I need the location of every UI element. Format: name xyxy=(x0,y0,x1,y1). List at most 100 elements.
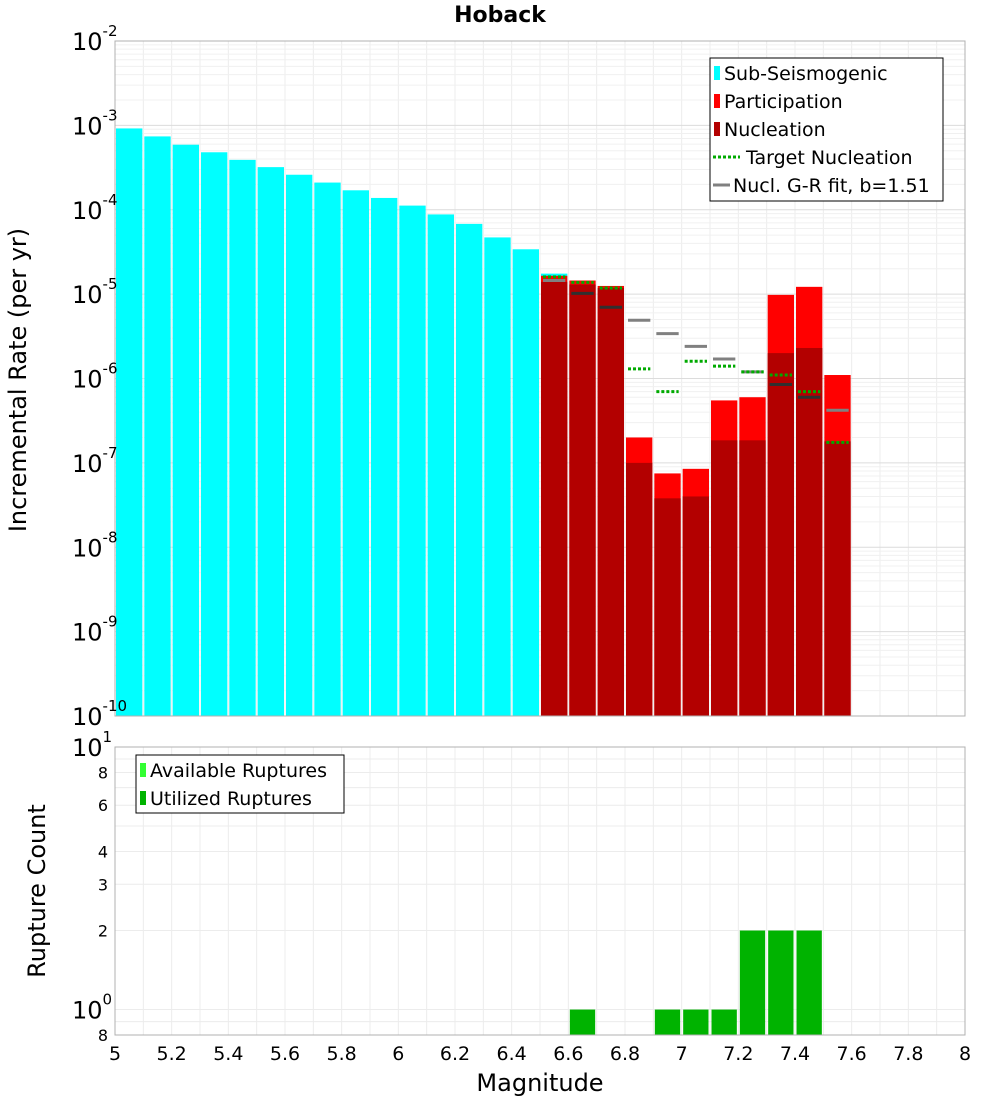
sub-seismogenic-bar xyxy=(286,174,313,716)
nucleation-bar xyxy=(767,353,794,716)
sub-seismogenic-bar xyxy=(172,144,199,717)
utilized-ruptures-bar xyxy=(739,930,766,1035)
bottom-y-axis-label: Rupture Count xyxy=(23,804,51,978)
sub-seismogenic-bar xyxy=(116,128,143,716)
utilized-ruptures-bar xyxy=(683,1009,709,1035)
x-tick-label: 6.6 xyxy=(553,1043,583,1065)
bottom-y-tick-label: 6 xyxy=(98,796,108,815)
top-y-tick-label: 10-6 xyxy=(72,360,118,394)
bottom-y-tick-label: 8 xyxy=(98,1026,108,1045)
legend-swatch-sub-seismogenic xyxy=(714,66,720,80)
utilized-ruptures-bar xyxy=(768,930,794,1035)
x-tick-label: 5.8 xyxy=(327,1043,357,1065)
x-tick-label: 7.8 xyxy=(893,1043,923,1065)
x-tick-label: 6.2 xyxy=(440,1043,470,1065)
top-y-tick-exponent: -8 xyxy=(103,528,118,546)
bottom-y-tick-label: 100 xyxy=(72,991,112,1025)
sub-seismogenic-bar xyxy=(484,237,511,716)
top-y-tick-label: 10-4 xyxy=(72,191,118,225)
chart-title: Hoback xyxy=(454,3,547,28)
top-panel-frame xyxy=(114,40,966,717)
x-tick-label: 6.8 xyxy=(610,1043,640,1065)
bottom-panel-bars xyxy=(569,930,822,1035)
top-legend: Sub-Seismogenic Participation Nucleation… xyxy=(709,57,944,202)
x-tick-label: 6.4 xyxy=(497,1043,527,1065)
legend-label-nucleation: Nucleation xyxy=(724,119,826,141)
sub-seismogenic-bar xyxy=(201,152,228,716)
top-legend-box xyxy=(709,57,944,202)
top-y-tick-exponent: -3 xyxy=(103,106,118,124)
top-y-tick-label: 10-8 xyxy=(72,528,118,562)
bottom-legend-box xyxy=(135,754,345,814)
top-y-tick-exponent: -9 xyxy=(103,613,118,631)
x-tick-label: 7.6 xyxy=(837,1043,867,1065)
legend-swatch-available-ruptures xyxy=(140,763,146,777)
legend-label-utilized-ruptures: Utilized Ruptures xyxy=(150,788,312,810)
sub-seismogenic-bar xyxy=(512,249,539,716)
nucleation-bar xyxy=(796,347,823,716)
bottom-legend: Available Ruptures Utilized Ruptures xyxy=(135,754,345,814)
utilized-ruptures-bar xyxy=(796,930,822,1035)
x-tick-label: 7.4 xyxy=(780,1043,810,1065)
sub-seismogenic-bar xyxy=(456,223,483,716)
top-y-tick-label: 10-3 xyxy=(72,106,118,140)
top-y-tick-label: 10-10 xyxy=(72,697,127,731)
nucleation-bar xyxy=(654,498,681,716)
top-y-tick-label: 10-7 xyxy=(72,444,118,478)
x-tick-label: 5.4 xyxy=(213,1043,243,1065)
x-tick-label: 5.2 xyxy=(157,1043,187,1065)
utilized-ruptures-bar xyxy=(654,1009,681,1035)
x-tick-label: 5.6 xyxy=(270,1043,300,1065)
bottom-y-tick-exponent: 1 xyxy=(103,728,113,746)
legend-swatch-participation xyxy=(714,94,720,108)
nucleation-bar xyxy=(569,284,596,716)
sub-seismogenic-bar xyxy=(229,159,256,717)
legend-label-gr-fit: Nucl. G-R fit, b=1.51 xyxy=(733,175,930,197)
top-y-tick-exponent: -7 xyxy=(103,444,118,462)
sub-seismogenic-bar xyxy=(371,197,398,717)
x-axis-label: Magnitude xyxy=(476,1069,603,1097)
x-tick-label: 8 xyxy=(959,1043,971,1065)
top-y-tick-label: 10-5 xyxy=(72,275,118,309)
nucleation-bar xyxy=(739,440,766,716)
top-panel-bars xyxy=(116,128,851,717)
top-panel-fit-lines xyxy=(543,275,849,444)
nucleation-bar xyxy=(597,288,624,716)
sub-seismogenic-bar xyxy=(399,205,426,716)
legend-swatch-nucleation xyxy=(714,122,720,136)
legend-label-target-nucleation: Target Nucleation xyxy=(745,147,913,169)
nucleation-bar xyxy=(626,462,653,716)
bottom-y-tick-label: 101 xyxy=(72,728,112,762)
bottom-y-tick-exponent: 0 xyxy=(103,991,113,1009)
legend-swatch-utilized-ruptures xyxy=(140,791,146,805)
top-y-tick-exponent: -6 xyxy=(103,360,118,378)
legend-label-available-ruptures: Available Ruptures xyxy=(150,760,327,782)
top-y-tick-exponent: -10 xyxy=(103,697,128,715)
bottom-x-tick-labels: 5 5.2 5.4 5.6 5.8 6 6.2 6.4 6.6 6.8 7 7.2 7.4 7.6 7.8 8 xyxy=(109,1043,971,1065)
nucleation-bar xyxy=(824,441,851,716)
sub-seismogenic-bar xyxy=(314,182,341,716)
top-y-axis-label: Incremental Rate (per yr) xyxy=(4,228,32,532)
utilized-ruptures-bar xyxy=(711,1009,737,1035)
bottom-panel-frame xyxy=(114,746,966,1036)
nucleation-bar xyxy=(541,281,568,716)
x-tick-label: 5 xyxy=(109,1043,121,1065)
utilized-ruptures-bar xyxy=(569,1009,596,1035)
legend-label-sub-seismogenic: Sub-Seismogenic xyxy=(724,63,888,85)
sub-seismogenic-bar xyxy=(144,136,171,716)
bottom-y-tick-label: 8 xyxy=(98,763,108,782)
top-y-tick-label: 10-9 xyxy=(72,613,118,647)
x-tick-label: 6 xyxy=(392,1043,404,1065)
nucleation-bar xyxy=(711,440,738,716)
top-y-tick-exponent: -2 xyxy=(103,22,118,40)
nucleation-bar xyxy=(682,496,709,716)
bottom-y-tick-label: 2 xyxy=(98,922,108,941)
bottom-y-tick-label: 3 xyxy=(98,875,108,894)
sub-seismogenic-bar xyxy=(342,190,369,716)
top-y-tick-exponent: -4 xyxy=(103,191,118,209)
sub-seismogenic-bar xyxy=(257,167,284,716)
bottom-y-tick-label: 4 xyxy=(98,842,108,861)
